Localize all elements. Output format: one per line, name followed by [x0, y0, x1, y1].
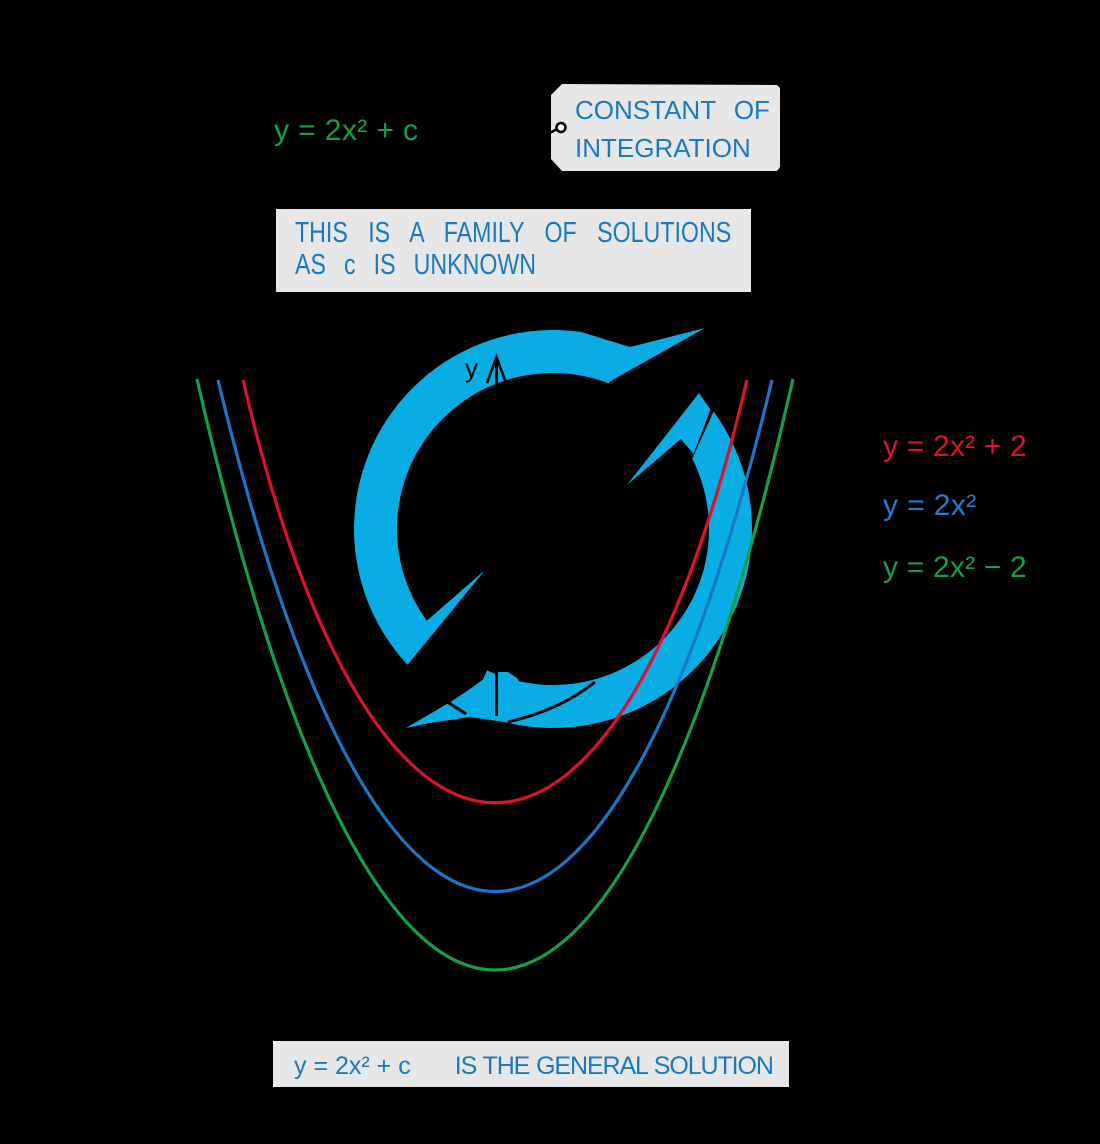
svg-text:y: y: [465, 353, 478, 383]
